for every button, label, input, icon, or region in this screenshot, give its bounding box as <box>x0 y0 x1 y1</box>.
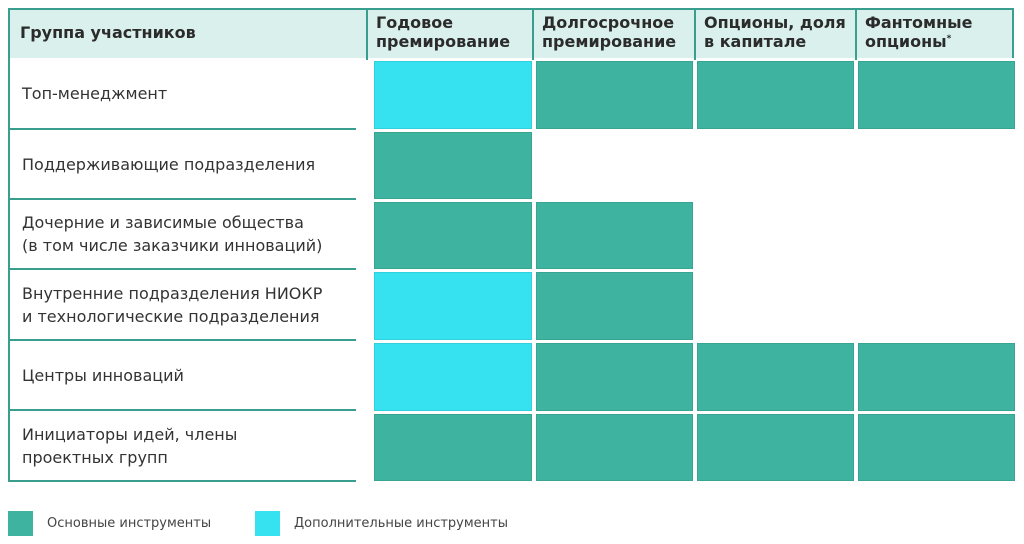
header-long-term-bonus: Долгосрочное премирование <box>532 10 694 60</box>
header-annual-bonus: Годовое премирование <box>366 10 532 60</box>
matrix-cell-main <box>697 414 854 481</box>
matrix-cell-additional <box>374 272 532 340</box>
row-label-idea-initiators: Инициаторы идей, члены проектных групп <box>10 411 356 482</box>
matrix-cell-main <box>374 132 532 199</box>
row-label-support-units: Поддерживающие подразделения <box>10 130 356 200</box>
matrix-cell-main <box>858 61 1015 129</box>
group-column: Топ-менеджмент Поддерживающие подразделе… <box>8 58 356 482</box>
legend-main: Основные инструменты <box>8 511 211 536</box>
matrix-cell-additional <box>374 343 532 411</box>
legend-additional-label: Дополнительные инструменты <box>294 516 509 531</box>
matrix-cell-main <box>374 414 532 481</box>
row-label-top-management: Топ-менеджмент <box>10 58 356 130</box>
matrix-cell-main <box>858 343 1015 411</box>
row-label-rnd-units: Внутренние подразделения НИОКР и технолог… <box>10 270 356 341</box>
matrix-cell-main <box>697 61 854 129</box>
matrix-cell-main <box>536 202 693 269</box>
legend-additional-swatch <box>255 511 280 536</box>
matrix-cell-main <box>536 343 693 411</box>
footnote-asterisk: * <box>946 34 952 44</box>
matrix-cell-main <box>536 61 693 129</box>
legend-main-swatch <box>8 511 33 536</box>
matrix-cell-main <box>374 202 532 269</box>
matrix-cell-main <box>536 414 693 481</box>
header-options-equity: Опционы, доля в капитале <box>694 10 855 60</box>
header-phantom-options: Фантомные опционы* <box>855 10 1012 60</box>
legend-main-label: Основные инструменты <box>47 516 212 531</box>
matrix-cell-main <box>697 343 854 411</box>
legend-additional: Дополнительные инструменты <box>255 511 508 536</box>
matrix-cell-main <box>858 414 1015 481</box>
matrix-cell-additional <box>374 61 532 129</box>
matrix-cell-main <box>536 272 693 340</box>
row-label-innovation-centers: Центры инноваций <box>10 341 356 411</box>
header-group-label: Группа участников <box>20 23 196 42</box>
row-label-subsidiaries: Дочерние и зависимые общества (в том числ… <box>10 200 356 270</box>
table-header: Группа участников Годовое премирование Д… <box>8 8 1014 60</box>
